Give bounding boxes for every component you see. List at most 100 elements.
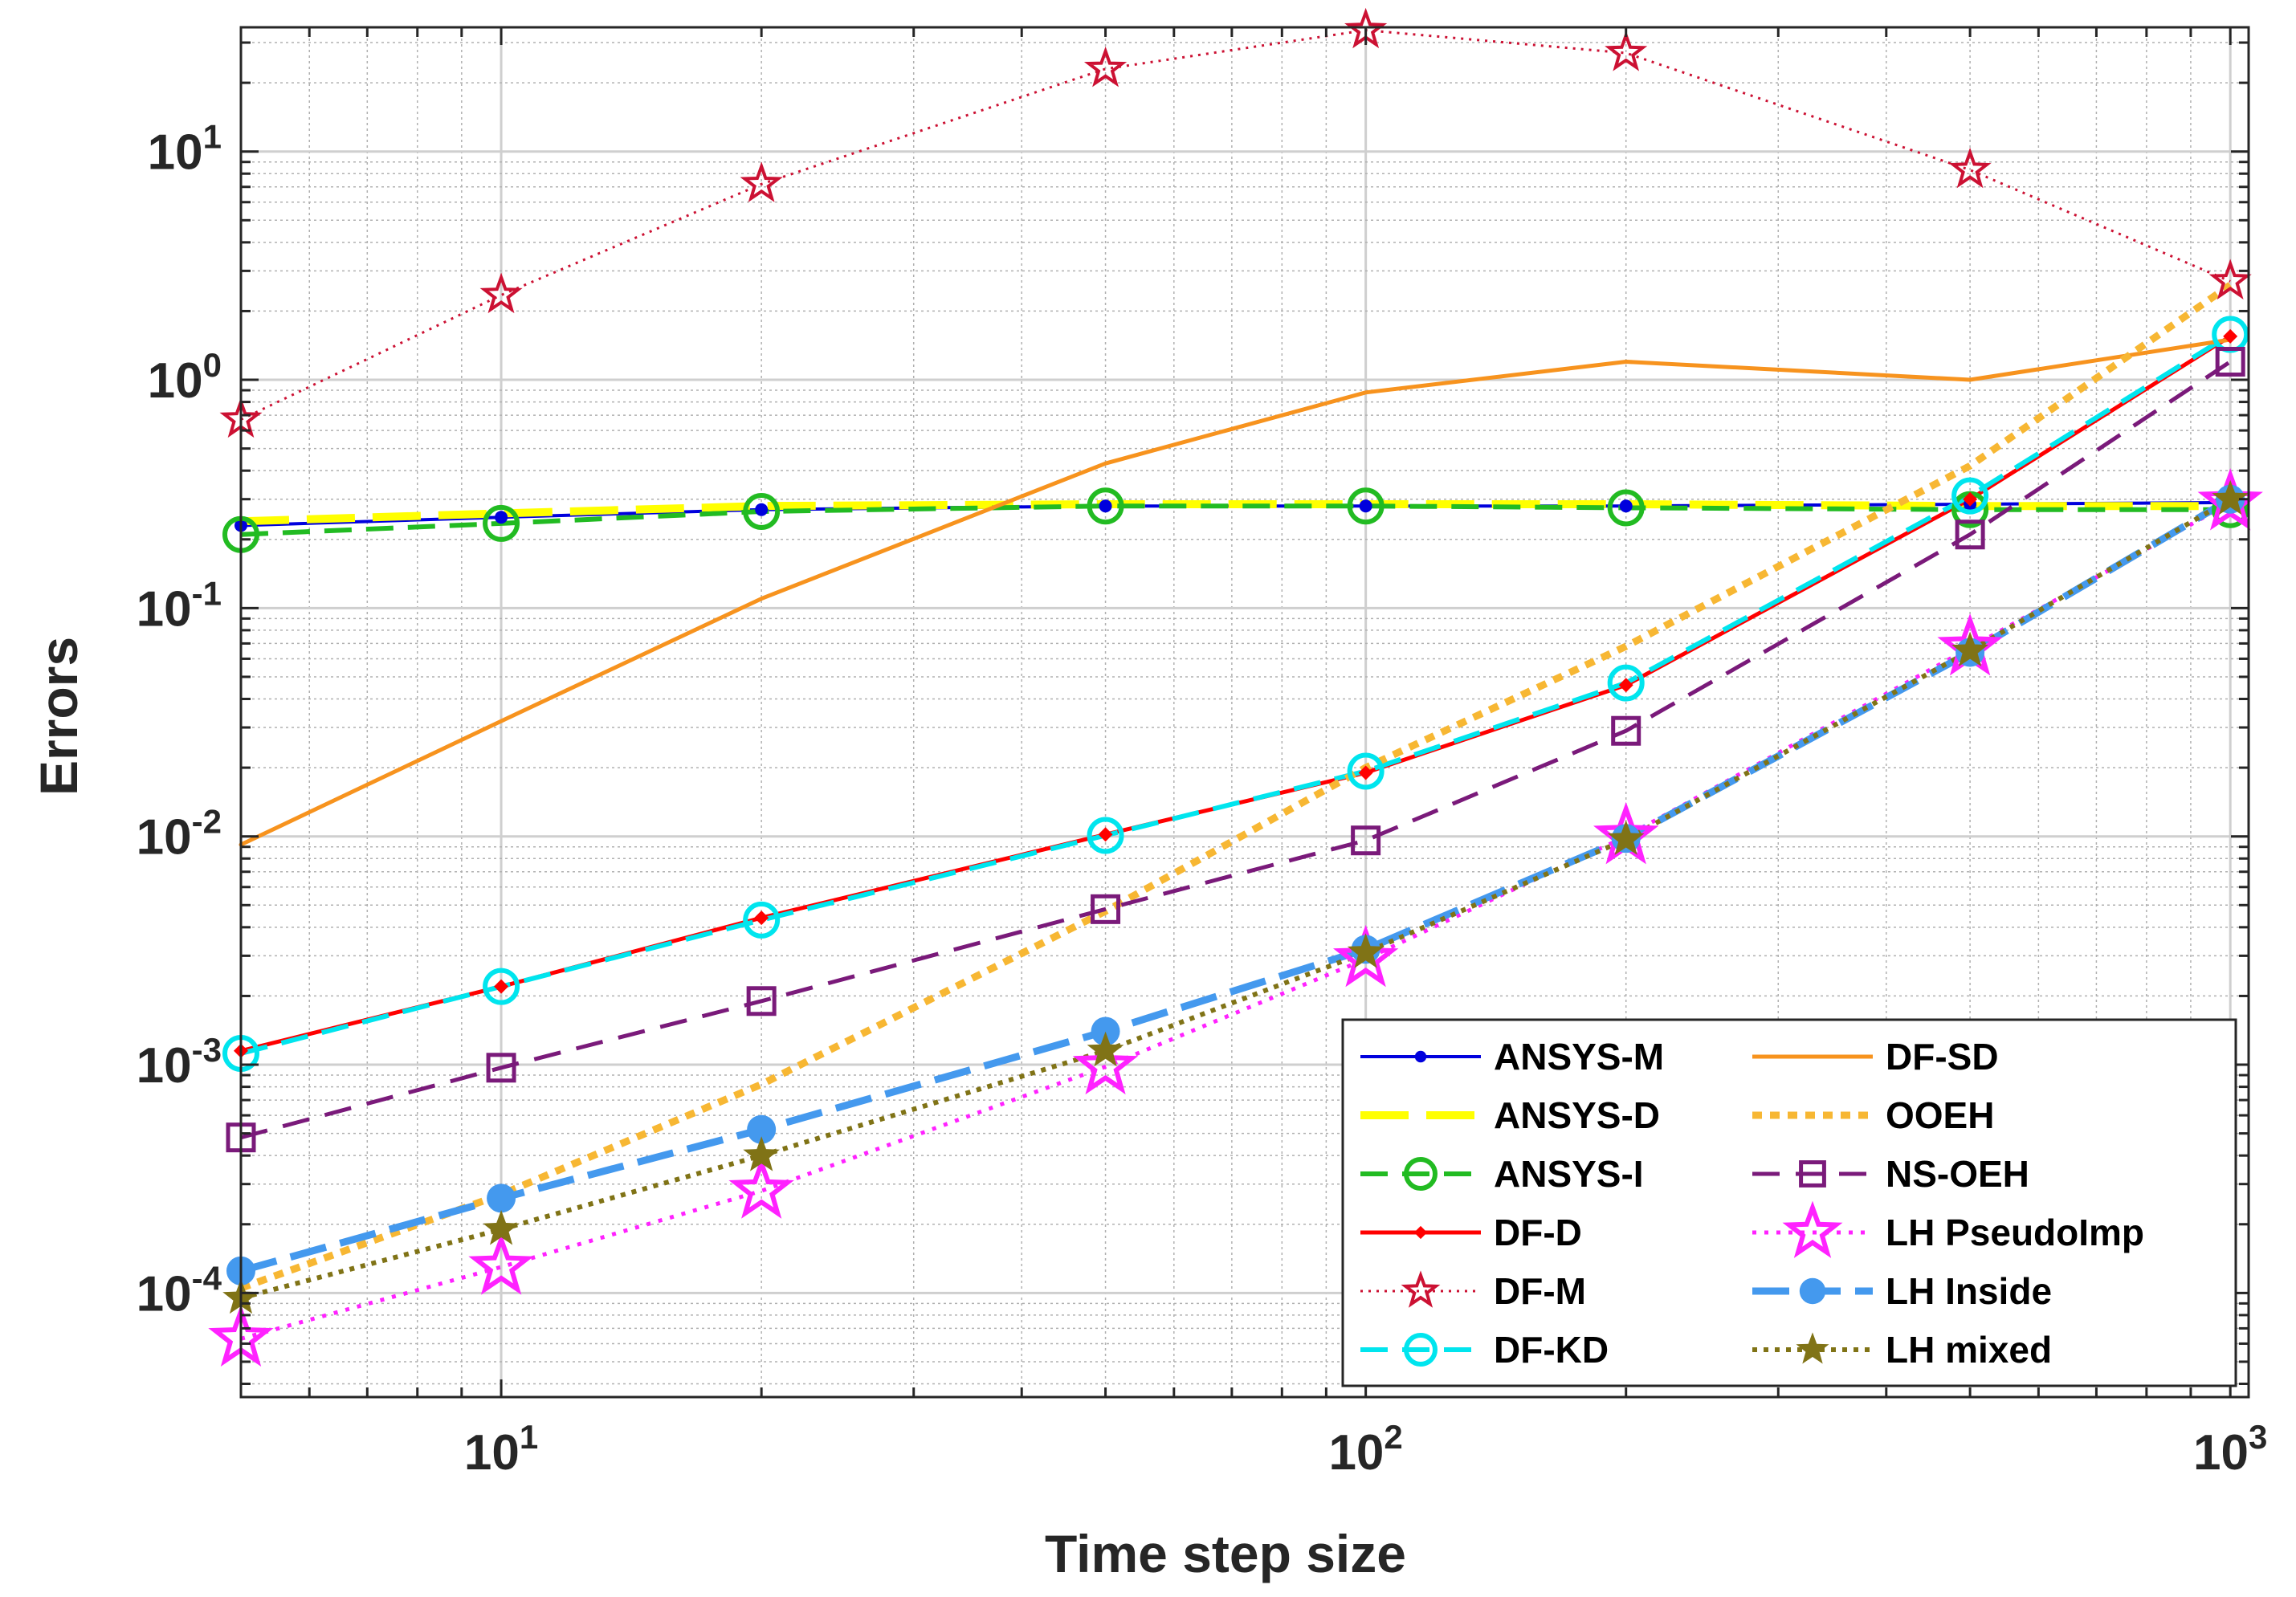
legend-label-lh-mixed: LH mixed: [1886, 1329, 2052, 1371]
legend-entry-df-sd: DF-SD: [1752, 1036, 1999, 1078]
y-tick-labels: 10-4 10-3 10-2 10-1 100 101: [137, 118, 222, 1322]
legend-entry-df-kd: DF-KD: [1360, 1329, 1609, 1371]
y-tick-label: 101: [148, 118, 222, 181]
data-point-lh-mixed: [1087, 1031, 1124, 1067]
series-line-lh-mixed: [240, 497, 2232, 1301]
data-point-df-d: [2223, 328, 2238, 344]
axis-ticks: [239, 27, 2249, 1397]
data-point-df-kd: [1951, 477, 1989, 515]
data-point-lh-mixed: [1607, 820, 1645, 855]
legend-label-lh-inside: LH Inside: [1886, 1270, 2052, 1312]
data-point-df-d: [1358, 765, 1373, 780]
series-line-df-kd: [240, 332, 2232, 1056]
legend-marker-df-kd: [1404, 1333, 1438, 1367]
x-tick-label: 102: [1328, 1418, 1402, 1481]
data-point-ansys-i: [743, 493, 781, 531]
data-point-ansys-i: [1607, 489, 1645, 527]
legend-box: [1341, 1018, 2237, 1387]
data-point-lh-pseudoimp: [1072, 1032, 1139, 1095]
series-line-ansys-d: [240, 500, 2231, 526]
data-point-df-m: [1948, 147, 1992, 189]
legend-marker-lh-inside: [1799, 1277, 1826, 1305]
data-point-ns-oeh: [1955, 519, 1985, 550]
data-point-lh-inside: [747, 1114, 777, 1144]
legend-label-ooeh: OOEH: [1886, 1094, 1994, 1136]
data-point-ns-oeh: [2215, 347, 2245, 377]
data-point-ansys-m: [1619, 499, 1633, 513]
data-point-df-d: [1963, 491, 1978, 507]
legend-entry-lh-pseudoimp: LH PseudoImp: [1752, 1200, 2144, 1258]
x-axis-title: Time step size: [1045, 1524, 1406, 1583]
legend-label-df-d: DF-D: [1494, 1212, 1582, 1253]
data-point-ansys-m: [755, 503, 769, 516]
data-point-ns-oeh: [1611, 715, 1641, 746]
data-point-df-kd: [743, 901, 781, 939]
legend-marker-ansys-m: [1414, 1050, 1427, 1063]
legend-entry-df-m: DF-M: [1360, 1270, 1586, 1312]
series-line-ooeh: [239, 282, 2233, 1292]
y-tick-label: 10-2: [137, 803, 222, 866]
data-point-ns-oeh: [1351, 825, 1381, 856]
series-line-df-sd: [239, 337, 2233, 847]
x-tick-label: 101: [464, 1418, 538, 1481]
legend-marker-ansys-i: [1404, 1157, 1438, 1191]
legend-label-ns-oeh: NS-OEH: [1886, 1153, 2029, 1195]
data-point-lh-mixed: [1951, 631, 1988, 666]
legend-entry-lh-mixed: LH mixed: [1752, 1329, 2052, 1371]
data-point-df-d: [1098, 827, 1113, 842]
data-point-ansys-i: [1087, 487, 1124, 525]
data-point-df-d: [1618, 678, 1633, 693]
y-tick-label: 10-1: [137, 574, 222, 637]
series-lines: [239, 29, 2233, 1341]
legend-label-ansys-m: ANSYS-M: [1494, 1036, 1664, 1078]
data-point-df-m: [2208, 259, 2252, 300]
y-axis-title: Errors: [29, 637, 88, 796]
legend-label-df-sd: DF-SD: [1886, 1036, 1999, 1078]
x-tick-label: 103: [2193, 1418, 2267, 1481]
legend-label-df-kd: DF-KD: [1494, 1329, 1609, 1371]
data-point-ansys-i: [483, 504, 520, 542]
data-point-lh-inside: [1091, 1016, 1120, 1046]
legend-marker-lh-pseudoimp: [1782, 1200, 1843, 1258]
legend: ANSYS-M ANSYS-D ANSYS-I DF-D DF-M DF-KD DF-SD O…: [1341, 1018, 2237, 1387]
legend-marker-lh-mixed: [1796, 1332, 1829, 1364]
legend-label-ansys-d: ANSYS-D: [1494, 1094, 1660, 1136]
data-point-ansys-m: [495, 511, 508, 524]
data-point-df-kd: [1347, 752, 1385, 790]
y-tick-label: 10-3: [137, 1031, 222, 1094]
legend-marker-df-m: [1401, 1270, 1441, 1308]
data-point-lh-pseudoimp: [1332, 924, 1399, 988]
legend-marker-ns-oeh: [1799, 1160, 1826, 1188]
data-point-lh-pseudoimp: [728, 1156, 794, 1219]
legend-entry-ansys-d: ANSYS-D: [1360, 1094, 1660, 1136]
data-point-ansys-m: [1359, 499, 1372, 513]
legend-marker-df-d: [1413, 1225, 1428, 1240]
legend-entry-ansys-m: ANSYS-M: [1360, 1036, 1664, 1078]
legend-label-ansys-i: ANSYS-I: [1494, 1153, 1644, 1195]
data-point-lh-inside: [487, 1183, 516, 1213]
data-point-df-kd: [1087, 817, 1124, 854]
series-line-lh-pseudoimp: [240, 500, 2232, 1341]
series-markers: [208, 7, 2263, 1367]
series-line-ns-oeh: [240, 360, 2232, 1140]
data-point-ansys-m: [1099, 499, 1112, 513]
legend-entry-ns-oeh: NS-OEH: [1752, 1153, 2029, 1195]
legend-label-df-m: DF-M: [1494, 1270, 1586, 1312]
data-point-df-d: [754, 911, 769, 926]
legend-entry-ooeh: OOEH: [1752, 1094, 1994, 1136]
data-point-lh-mixed: [2212, 479, 2249, 515]
data-point-lh-pseudoimp: [468, 1232, 534, 1295]
data-point-df-m: [740, 161, 783, 202]
data-point-lh-mixed: [1347, 933, 1385, 968]
data-point-df-m: [479, 272, 523, 314]
data-point-df-m: [1605, 31, 1648, 71]
series-points-df-d: [234, 328, 2238, 1058]
legend-entry-ansys-i: ANSYS-I: [1360, 1153, 1644, 1195]
legend-label-lh-pseudoimp: LH PseudoImp: [1886, 1212, 2144, 1253]
legend-entry-lh-inside: LH Inside: [1752, 1270, 2052, 1312]
data-point-ns-oeh: [746, 986, 777, 1016]
data-point-lh-mixed: [743, 1136, 780, 1171]
y-tick-label: 100: [148, 346, 222, 409]
plot-area-border: [239, 26, 2250, 1399]
